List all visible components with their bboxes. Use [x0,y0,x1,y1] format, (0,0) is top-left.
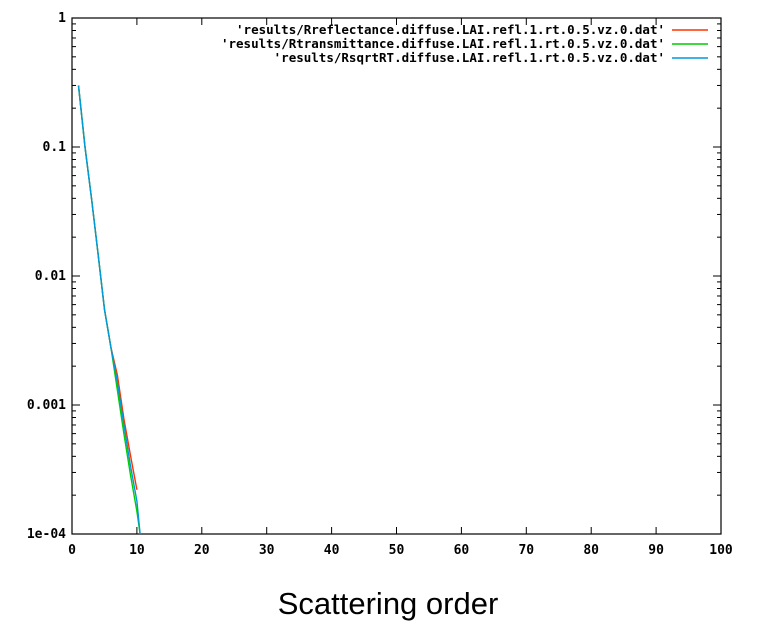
y-tick-label: 0.01 [35,269,66,284]
x-tick-label: 90 [648,543,664,558]
x-tick-label: 50 [389,543,405,558]
series-line-3 [77,85,141,535]
x-tick-label: 20 [194,543,210,558]
x-tick-label: 40 [324,543,340,558]
x-tick-label: 10 [129,543,145,558]
x-axis-label: Scattering order [277,586,499,621]
x-tick-label: 0 [68,543,76,558]
x-tick-label: 70 [518,543,534,558]
y-tick-label: 1e-04 [27,527,66,542]
x-axis: 0 10 20 30 40 50 60 70 80 90 100 [68,18,733,558]
series-line-1 [77,85,138,490]
legend: 'results/Rreflectance.diffuse.LAI.refl.1… [221,22,708,65]
legend-label: 'results/RsqrtRT.diffuse.LAI.refl.1.rt.0… [274,50,665,65]
x-tick-label: 30 [259,543,275,558]
x-tick-label: 100 [709,543,733,558]
x-tick-label: 60 [454,543,470,558]
x-tick-label: 80 [583,543,599,558]
y-tick-label: 1 [58,11,66,26]
y-tick-label: 0.001 [27,398,66,413]
plot-frame [71,17,722,535]
y-tick-label: 0.1 [43,140,67,155]
legend-label: 'results/Rreflectance.diffuse.LAI.refl.1… [236,22,665,37]
legend-label: 'results/Rtransmittance.diffuse.LAI.refl… [221,36,665,51]
y-axis: 1e-04 0.001 0.01 0.1 1 [27,11,721,542]
series-lines [77,85,141,535]
